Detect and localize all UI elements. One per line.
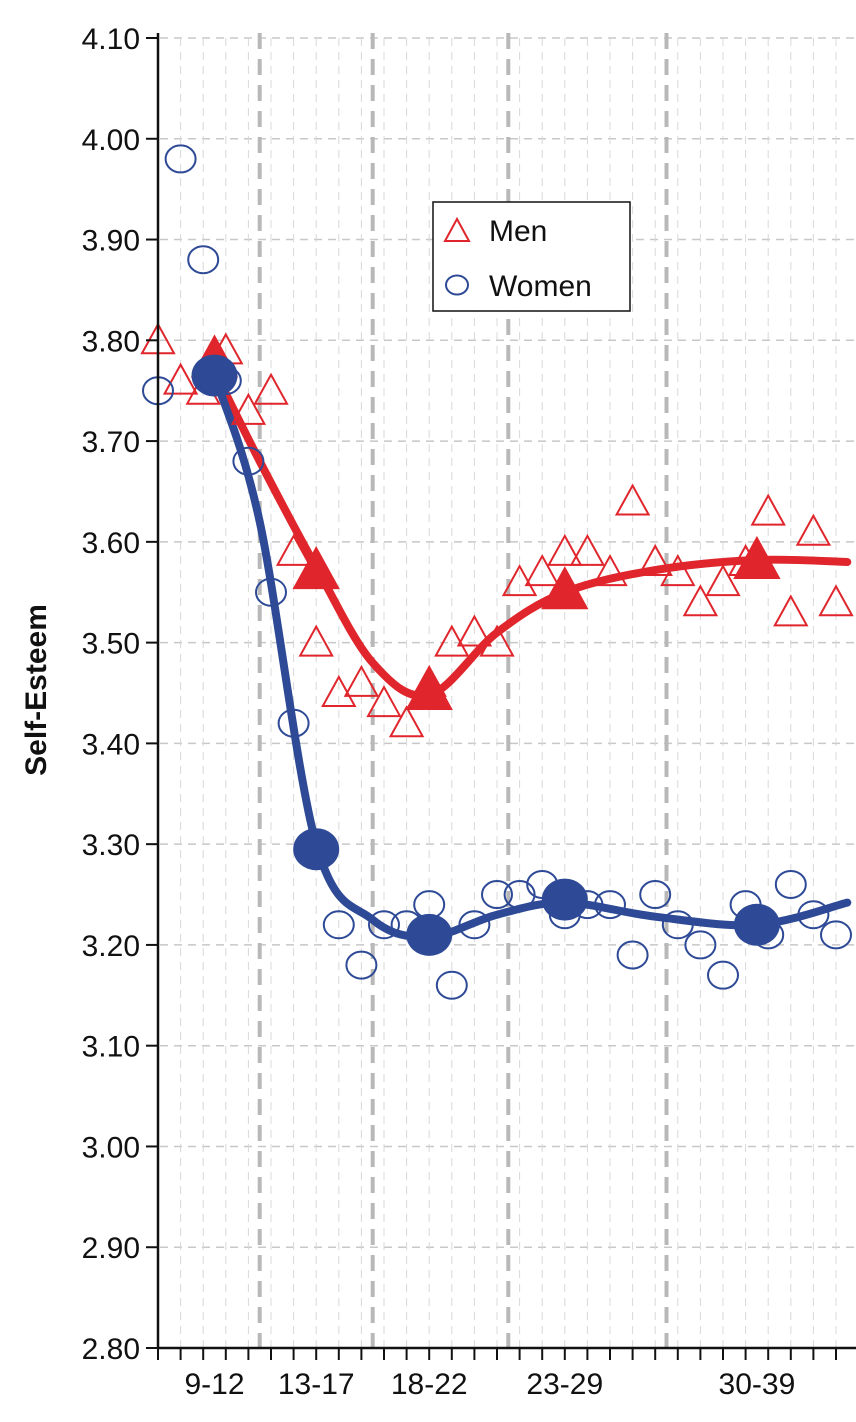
men-point — [795, 513, 832, 546]
men-point — [614, 483, 651, 516]
y-tick-label: 2.80 — [82, 1333, 140, 1366]
y-tick-label: 3.80 — [82, 325, 140, 358]
women-point — [277, 708, 310, 738]
men-point — [275, 533, 312, 566]
men-trend-curve — [210, 366, 852, 700]
men-point — [705, 564, 741, 597]
men-mean-marker — [292, 546, 340, 590]
men-point — [592, 554, 628, 587]
men-point — [818, 584, 854, 617]
men-point — [456, 614, 493, 647]
x-ticks: 9-12 13-17 18-22 23-29 30-39 — [157, 1348, 837, 1401]
y-tick-label: 3.40 — [82, 728, 140, 761]
y-tick-label: 2.90 — [82, 1232, 140, 1265]
women-mean-marker — [406, 913, 453, 956]
x-tick-label: 9-12 — [184, 1368, 244, 1401]
women-point — [435, 970, 468, 1000]
men-point — [637, 543, 673, 576]
women-mean-marker — [191, 354, 238, 397]
men-point — [479, 624, 515, 657]
men-point — [162, 362, 199, 395]
legend-women-marker — [445, 274, 469, 296]
legend-women-label: Women — [489, 270, 592, 303]
men-mean-marker — [733, 535, 781, 579]
men-point — [388, 705, 425, 738]
men-mean-marker — [541, 566, 589, 610]
men-point — [773, 594, 809, 627]
women-point — [774, 869, 807, 899]
y-axis-title: Self-Esteem — [20, 604, 53, 776]
group-means — [190, 334, 781, 956]
women-point — [458, 910, 491, 940]
women-point — [797, 900, 830, 930]
legend-men-label: Men — [489, 215, 547, 248]
women-mean-marker — [733, 903, 780, 946]
y-tick-label: 3.30 — [82, 829, 140, 862]
men-point — [547, 533, 583, 566]
women-point — [820, 920, 852, 950]
y-tick-label: 3.20 — [82, 930, 140, 963]
y-tick-label: 3.50 — [82, 628, 140, 661]
men-point — [298, 624, 334, 657]
x-tick-label: 30-39 — [719, 1368, 796, 1401]
women-point — [639, 880, 672, 910]
women-point — [368, 910, 400, 940]
men-point — [750, 493, 786, 526]
legend-box — [432, 201, 631, 312]
women-point — [616, 940, 649, 970]
x-tick-label: 13-17 — [278, 1368, 355, 1401]
women-mean-marker — [541, 878, 588, 921]
women-point — [594, 890, 626, 920]
y-tick-label: 4.00 — [82, 124, 140, 157]
legend-men-marker — [443, 216, 471, 242]
x-tick-label: 23-29 — [526, 1368, 603, 1401]
y-tick-label: 3.10 — [82, 1031, 140, 1064]
women-point — [345, 950, 378, 980]
women-mean-marker — [293, 828, 340, 871]
men-point — [230, 392, 267, 425]
men-mean-marker — [405, 666, 453, 710]
women-point — [503, 880, 536, 910]
women-point — [684, 930, 717, 960]
age-group-dividers — [257, 33, 669, 1348]
men-point — [366, 685, 402, 718]
women-point — [164, 144, 197, 174]
y-tick-label: 3.70 — [82, 426, 140, 459]
y-tick-label: 4.10 — [82, 23, 140, 56]
y-tick-label: 3.00 — [82, 1131, 140, 1164]
men-point — [253, 372, 289, 405]
x-tick-label: 18-22 — [391, 1368, 468, 1401]
axes — [156, 33, 856, 1350]
y-tick-label: 3.60 — [82, 527, 140, 560]
women-point — [481, 880, 513, 910]
women-point — [232, 446, 265, 476]
men-point — [660, 554, 696, 587]
legend: Men Women — [432, 201, 631, 312]
y-tick-label: 3.90 — [82, 225, 140, 258]
women-point — [661, 910, 694, 940]
women-point — [187, 245, 220, 275]
women-point — [707, 960, 739, 990]
women-point — [255, 577, 287, 607]
men-point — [524, 554, 560, 587]
women-point — [322, 910, 355, 940]
grid — [160, 37, 856, 1348]
men-point — [569, 533, 606, 566]
y-ticks: 2.80 2.90 3.00 3.10 3.20 3.30 3.40 3.50 3.60 3.70… — [82, 23, 158, 1366]
men-point — [682, 584, 719, 617]
men-point — [343, 664, 380, 697]
